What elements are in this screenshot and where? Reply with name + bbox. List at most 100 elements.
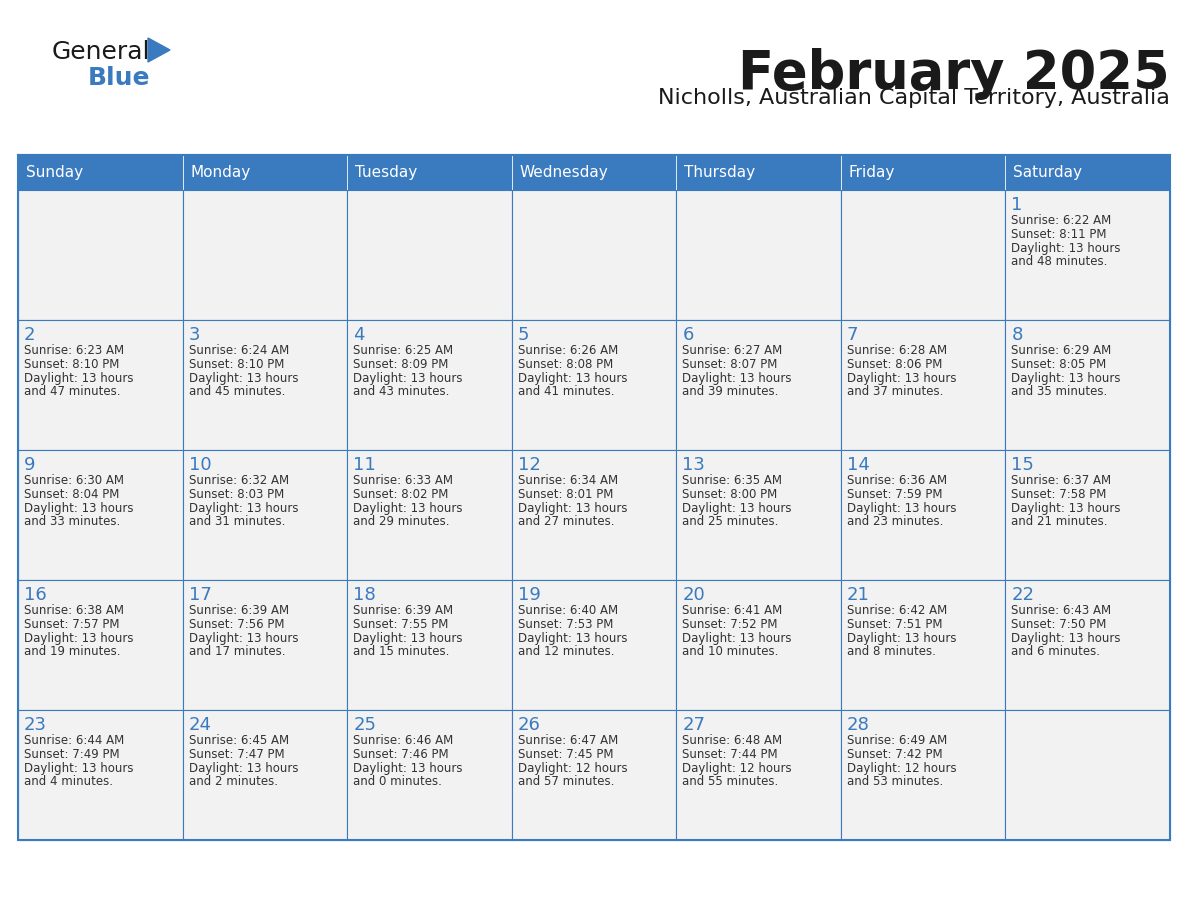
Text: Daylight: 13 hours: Daylight: 13 hours <box>1011 242 1121 255</box>
Text: Sunset: 7:57 PM: Sunset: 7:57 PM <box>24 618 120 631</box>
Text: and 35 minutes.: and 35 minutes. <box>1011 385 1107 398</box>
Text: February 2025: February 2025 <box>739 48 1170 100</box>
Bar <box>841 710 1005 840</box>
Text: Sunset: 7:53 PM: Sunset: 7:53 PM <box>518 618 613 631</box>
Bar <box>841 155 1005 190</box>
Text: Sunset: 8:06 PM: Sunset: 8:06 PM <box>847 358 942 371</box>
Text: Sunrise: 6:34 AM: Sunrise: 6:34 AM <box>518 474 618 487</box>
Text: 26: 26 <box>518 716 541 734</box>
Text: Daylight: 13 hours: Daylight: 13 hours <box>682 502 791 515</box>
Text: 18: 18 <box>353 586 375 604</box>
Text: and 25 minutes.: and 25 minutes. <box>682 515 778 528</box>
Text: Daylight: 13 hours: Daylight: 13 hours <box>847 632 956 645</box>
Text: and 0 minutes.: and 0 minutes. <box>353 775 442 788</box>
Text: 21: 21 <box>847 586 870 604</box>
Bar <box>347 155 512 190</box>
Bar <box>512 580 676 710</box>
Text: Sunrise: 6:43 AM: Sunrise: 6:43 AM <box>1011 604 1112 617</box>
Text: Sunrise: 6:38 AM: Sunrise: 6:38 AM <box>24 604 124 617</box>
Text: Sunset: 7:59 PM: Sunset: 7:59 PM <box>847 488 942 501</box>
Text: and 57 minutes.: and 57 minutes. <box>518 775 614 788</box>
Text: Sunrise: 6:30 AM: Sunrise: 6:30 AM <box>24 474 124 487</box>
Bar <box>512 710 676 840</box>
Text: 16: 16 <box>24 586 46 604</box>
Bar <box>183 190 347 320</box>
Bar <box>347 190 512 320</box>
Bar <box>841 190 1005 320</box>
Text: Sunrise: 6:28 AM: Sunrise: 6:28 AM <box>847 344 947 357</box>
Text: and 48 minutes.: and 48 minutes. <box>1011 255 1107 268</box>
Text: and 21 minutes.: and 21 minutes. <box>1011 515 1108 528</box>
Text: Sunrise: 6:40 AM: Sunrise: 6:40 AM <box>518 604 618 617</box>
Text: and 33 minutes.: and 33 minutes. <box>24 515 120 528</box>
Bar <box>183 155 347 190</box>
Text: Sunset: 8:10 PM: Sunset: 8:10 PM <box>189 358 284 371</box>
Bar <box>18 190 183 320</box>
Text: 6: 6 <box>682 326 694 344</box>
Bar <box>676 155 841 190</box>
Text: Wednesday: Wednesday <box>519 165 608 180</box>
Text: Sunset: 7:56 PM: Sunset: 7:56 PM <box>189 618 284 631</box>
Text: and 19 minutes.: and 19 minutes. <box>24 645 120 658</box>
Text: Daylight: 13 hours: Daylight: 13 hours <box>189 632 298 645</box>
Bar <box>512 320 676 450</box>
Bar <box>841 320 1005 450</box>
Text: Daylight: 13 hours: Daylight: 13 hours <box>189 762 298 775</box>
Text: 23: 23 <box>24 716 48 734</box>
Bar <box>18 155 183 190</box>
Bar <box>676 710 841 840</box>
Text: Sunrise: 6:27 AM: Sunrise: 6:27 AM <box>682 344 783 357</box>
Text: 4: 4 <box>353 326 365 344</box>
Bar <box>676 580 841 710</box>
Text: Sunset: 8:10 PM: Sunset: 8:10 PM <box>24 358 119 371</box>
Text: 19: 19 <box>518 586 541 604</box>
Text: and 27 minutes.: and 27 minutes. <box>518 515 614 528</box>
Text: Sunrise: 6:32 AM: Sunrise: 6:32 AM <box>189 474 289 487</box>
Bar <box>1005 450 1170 580</box>
Text: Sunset: 8:05 PM: Sunset: 8:05 PM <box>1011 358 1107 371</box>
Text: Daylight: 13 hours: Daylight: 13 hours <box>847 502 956 515</box>
Text: and 23 minutes.: and 23 minutes. <box>847 515 943 528</box>
Text: Sunrise: 6:23 AM: Sunrise: 6:23 AM <box>24 344 124 357</box>
Bar <box>18 580 183 710</box>
Text: and 4 minutes.: and 4 minutes. <box>24 775 113 788</box>
Text: 13: 13 <box>682 456 706 474</box>
Text: 25: 25 <box>353 716 377 734</box>
Text: 22: 22 <box>1011 586 1035 604</box>
Bar <box>676 190 841 320</box>
Text: Sunrise: 6:44 AM: Sunrise: 6:44 AM <box>24 734 125 747</box>
Text: Daylight: 13 hours: Daylight: 13 hours <box>1011 372 1121 385</box>
Bar <box>18 450 183 580</box>
Text: Daylight: 13 hours: Daylight: 13 hours <box>518 372 627 385</box>
Text: 2: 2 <box>24 326 36 344</box>
Text: Sunrise: 6:47 AM: Sunrise: 6:47 AM <box>518 734 618 747</box>
Text: Daylight: 12 hours: Daylight: 12 hours <box>682 762 792 775</box>
Text: Daylight: 13 hours: Daylight: 13 hours <box>682 372 791 385</box>
Text: Sunset: 7:46 PM: Sunset: 7:46 PM <box>353 748 449 761</box>
Text: and 10 minutes.: and 10 minutes. <box>682 645 778 658</box>
Text: Tuesday: Tuesday <box>355 165 417 180</box>
Text: Sunrise: 6:29 AM: Sunrise: 6:29 AM <box>1011 344 1112 357</box>
Bar <box>841 580 1005 710</box>
Text: Sunrise: 6:46 AM: Sunrise: 6:46 AM <box>353 734 454 747</box>
Text: Sunset: 8:04 PM: Sunset: 8:04 PM <box>24 488 119 501</box>
Text: 3: 3 <box>189 326 200 344</box>
Text: Sunrise: 6:42 AM: Sunrise: 6:42 AM <box>847 604 947 617</box>
Text: 5: 5 <box>518 326 529 344</box>
Bar <box>512 155 676 190</box>
Text: Sunrise: 6:22 AM: Sunrise: 6:22 AM <box>1011 214 1112 227</box>
Bar <box>18 710 183 840</box>
Text: and 2 minutes.: and 2 minutes. <box>189 775 278 788</box>
Text: Sunset: 8:02 PM: Sunset: 8:02 PM <box>353 488 449 501</box>
Text: Sunrise: 6:33 AM: Sunrise: 6:33 AM <box>353 474 453 487</box>
Text: Sunday: Sunday <box>26 165 83 180</box>
Bar <box>347 450 512 580</box>
Text: 20: 20 <box>682 586 704 604</box>
Text: 11: 11 <box>353 456 375 474</box>
Text: Sunset: 8:03 PM: Sunset: 8:03 PM <box>189 488 284 501</box>
Text: Sunrise: 6:48 AM: Sunrise: 6:48 AM <box>682 734 783 747</box>
Text: Sunrise: 6:39 AM: Sunrise: 6:39 AM <box>353 604 454 617</box>
Text: Saturday: Saturday <box>1013 165 1082 180</box>
Text: General: General <box>52 40 151 64</box>
Bar <box>1005 320 1170 450</box>
